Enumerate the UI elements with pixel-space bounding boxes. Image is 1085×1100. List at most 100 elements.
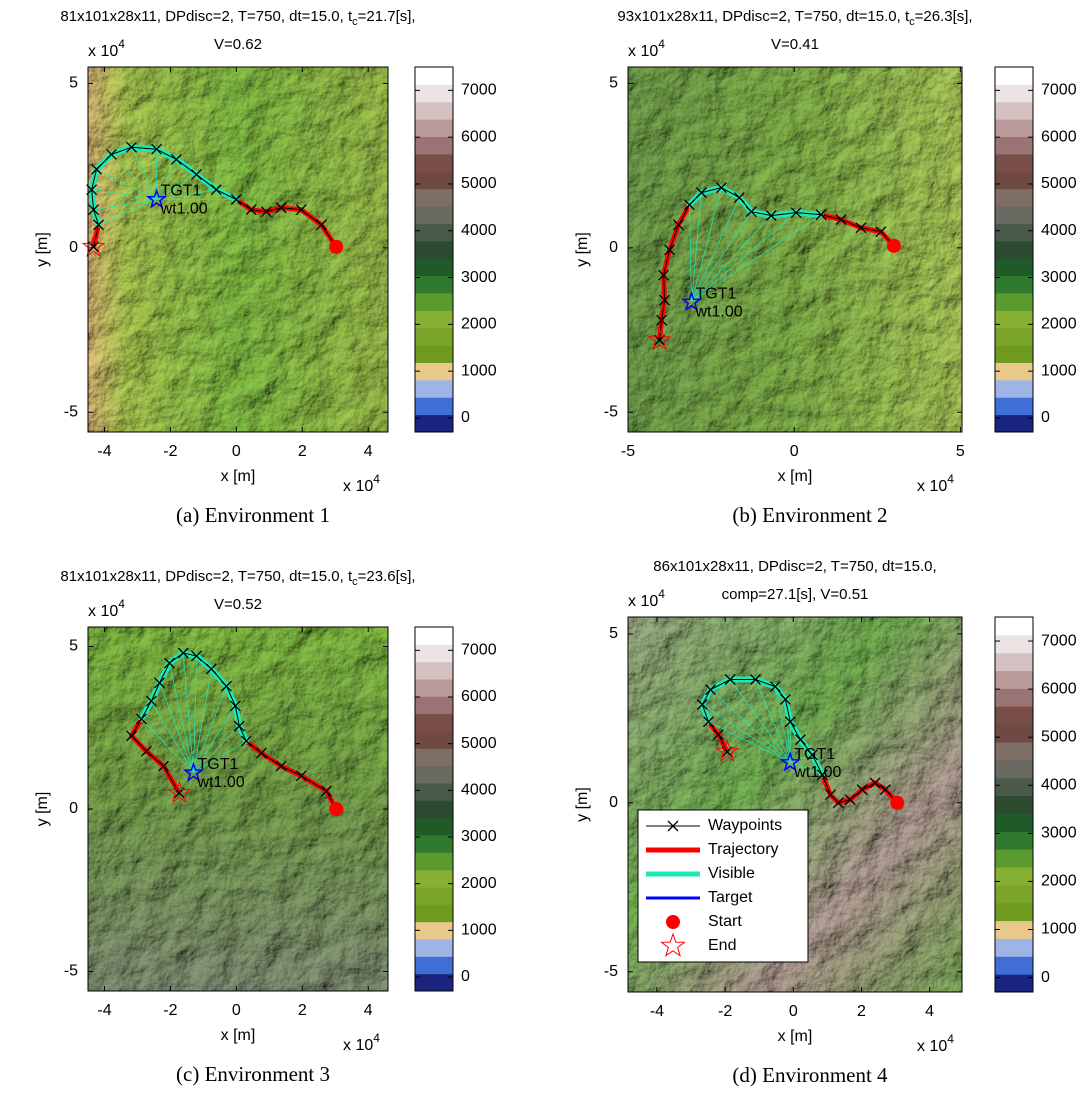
colorbar-band bbox=[415, 154, 453, 172]
colorbar-band bbox=[995, 885, 1033, 903]
x-tick-label: 0 bbox=[232, 1002, 241, 1019]
colorbar-band bbox=[995, 903, 1033, 921]
multiplier-power: 4 bbox=[118, 37, 125, 51]
colorbar-tick-label: 3000 bbox=[461, 828, 497, 845]
legend-label: End bbox=[708, 937, 736, 954]
panel: 93x101x28x11, DPdisc=2, T=750, dt=15.0, … bbox=[574, 8, 1076, 527]
y-axis-label: y [m] bbox=[34, 792, 51, 827]
legend-label: Start bbox=[708, 913, 742, 930]
annotation: TGT1 bbox=[695, 285, 736, 302]
colorbar-band bbox=[415, 241, 453, 259]
x-tick-label: 4 bbox=[364, 1002, 373, 1019]
colorbar-tick-label: 1000 bbox=[461, 922, 497, 939]
colorbar-band bbox=[415, 223, 453, 241]
x-axis-label: x [m] bbox=[221, 468, 256, 485]
x-multiplier: x 104 bbox=[343, 1031, 380, 1054]
x-tick-label: 2 bbox=[298, 443, 307, 460]
panel: 81x101x28x11, DPdisc=2, T=750, dt=15.0, … bbox=[34, 8, 496, 527]
colorbar-band bbox=[415, 644, 453, 662]
colorbar-tick-label: 4000 bbox=[461, 782, 497, 799]
multiplier-base: x 10 bbox=[343, 478, 373, 495]
colorbar-band bbox=[415, 887, 453, 905]
multiplier-power: 4 bbox=[658, 37, 665, 51]
terrain bbox=[628, 67, 962, 432]
y-axis-label: y [m] bbox=[34, 232, 51, 267]
multiplier-power: 4 bbox=[947, 472, 954, 486]
colorbar-band bbox=[995, 102, 1033, 120]
colorbar-band bbox=[415, 852, 453, 870]
colorbar-tick-label: 4000 bbox=[1041, 222, 1077, 239]
colorbar-band bbox=[995, 849, 1033, 867]
chart-subtitle: V=0.41 bbox=[771, 36, 819, 53]
y-tick-label: 5 bbox=[69, 638, 78, 655]
colorbar-band bbox=[995, 328, 1033, 346]
colorbar-band bbox=[995, 67, 1033, 85]
annotation: wt1.00 bbox=[196, 774, 244, 791]
x-multiplier: x 104 bbox=[343, 472, 380, 495]
colorbar-band bbox=[415, 766, 453, 784]
colorbar-band bbox=[415, 818, 453, 836]
annotation: TGT1 bbox=[794, 746, 835, 763]
title-text: 86x101x28x11, DPdisc=2, T=750, dt=15.0, bbox=[653, 558, 936, 575]
x-tick-label: -4 bbox=[97, 443, 111, 460]
colorbar-band bbox=[995, 276, 1033, 294]
title-text: 81x101x28x11, DPdisc=2, T=750, dt=15.0, … bbox=[60, 568, 353, 585]
caption: (d) Environment 4 bbox=[732, 1063, 888, 1087]
colorbar-band bbox=[415, 800, 453, 818]
colorbar-band bbox=[415, 171, 453, 189]
colorbar-band bbox=[415, 362, 453, 380]
colorbar-band bbox=[995, 345, 1033, 363]
y-multiplier: x 104 bbox=[628, 587, 665, 610]
colorbar-band bbox=[415, 922, 453, 940]
multiplier-base: x 10 bbox=[88, 43, 118, 60]
chart-title: 81x101x28x11, DPdisc=2, T=750, dt=15.0, … bbox=[60, 568, 415, 588]
colorbar-band bbox=[415, 974, 453, 992]
colorbar-band bbox=[995, 653, 1033, 671]
colorbar-band bbox=[995, 189, 1033, 207]
colorbar-tick-label: 3000 bbox=[1041, 269, 1077, 286]
colorbar-band bbox=[415, 293, 453, 311]
colorbar-tick-label: 6000 bbox=[461, 128, 497, 145]
colorbar-band bbox=[995, 867, 1033, 885]
annotation: TGT1 bbox=[161, 183, 202, 200]
y-axis-label: y [m] bbox=[574, 787, 591, 822]
start bbox=[329, 802, 343, 816]
colorbar-tick-label: 1000 bbox=[461, 362, 497, 379]
colorbar-band bbox=[415, 835, 453, 853]
multiplier-power: 4 bbox=[118, 597, 125, 611]
legend-label: Target bbox=[708, 889, 753, 906]
colorbar-band bbox=[415, 696, 453, 714]
colorbar-tick-label: 4000 bbox=[1041, 776, 1077, 793]
colorbar-band bbox=[995, 119, 1033, 137]
y-tick-label: -5 bbox=[604, 963, 618, 980]
colorbar-band bbox=[995, 778, 1033, 796]
colorbar-band bbox=[995, 635, 1033, 653]
x-tick-label: 4 bbox=[925, 1003, 934, 1020]
y-axis-label: y [m] bbox=[574, 232, 591, 267]
title-text: =23.6[s], bbox=[358, 568, 416, 585]
colorbar-band bbox=[415, 870, 453, 888]
multiplier-base: x 10 bbox=[88, 603, 118, 620]
colorbar-band bbox=[415, 956, 453, 974]
y-tick-label: -5 bbox=[604, 403, 618, 420]
colorbar-tick-label: 7000 bbox=[461, 642, 497, 659]
y-tick-label: 5 bbox=[609, 75, 618, 92]
colorbar-band bbox=[995, 223, 1033, 241]
colorbar-band bbox=[415, 276, 453, 294]
colorbar-tick-label: 7000 bbox=[1041, 82, 1077, 99]
colorbar-band bbox=[995, 706, 1033, 724]
colorbar-band bbox=[995, 671, 1033, 689]
colorbar-band bbox=[995, 397, 1033, 415]
title-text: =21.7[s], bbox=[358, 8, 416, 25]
colorbar-band bbox=[415, 206, 453, 224]
chart-subtitle: V=0.62 bbox=[214, 36, 262, 53]
x-tick-label: -4 bbox=[650, 1003, 664, 1020]
x-axis-label: x [m] bbox=[778, 468, 813, 485]
colorbar-tick-label: 2000 bbox=[461, 316, 497, 333]
x-tick-label: -2 bbox=[163, 1002, 177, 1019]
legend-label: Trajectory bbox=[708, 841, 779, 858]
colorbar-band bbox=[415, 783, 453, 801]
colorbar-band bbox=[995, 724, 1033, 742]
colorbar-band bbox=[415, 328, 453, 346]
colorbar-band bbox=[995, 742, 1033, 760]
